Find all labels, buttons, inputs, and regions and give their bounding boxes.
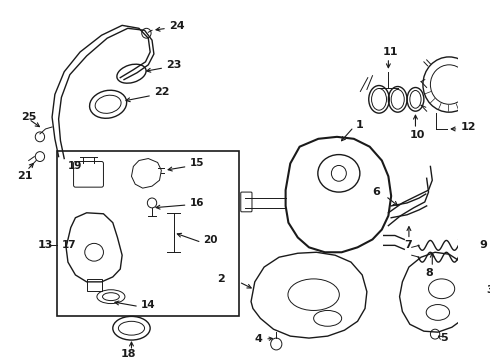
Text: 6: 6: [372, 187, 380, 197]
Text: 16: 16: [190, 198, 204, 208]
Text: 19: 19: [68, 161, 82, 171]
Text: 3: 3: [487, 285, 490, 295]
Bar: [87, 279, 101, 291]
Text: 11: 11: [383, 47, 398, 57]
Text: 14: 14: [141, 300, 155, 310]
Text: 15: 15: [190, 158, 204, 168]
Text: 8: 8: [426, 268, 434, 278]
Text: 7: 7: [404, 240, 412, 250]
Text: 25: 25: [21, 112, 37, 122]
Text: 4: 4: [255, 334, 263, 344]
Text: 5: 5: [440, 333, 447, 343]
Text: 10: 10: [410, 130, 425, 140]
Text: 22: 22: [154, 87, 170, 98]
Text: 23: 23: [166, 60, 181, 70]
Text: 13: 13: [38, 240, 53, 250]
Bar: [57, 150, 239, 316]
Text: 12: 12: [460, 122, 476, 132]
Text: 18: 18: [120, 349, 136, 359]
Text: 1: 1: [356, 120, 364, 130]
Text: 2: 2: [217, 274, 225, 284]
Text: 20: 20: [203, 235, 218, 246]
Text: 17: 17: [61, 240, 76, 250]
Text: 24: 24: [169, 21, 184, 31]
Text: 9: 9: [479, 240, 487, 250]
Text: 21: 21: [18, 171, 33, 181]
